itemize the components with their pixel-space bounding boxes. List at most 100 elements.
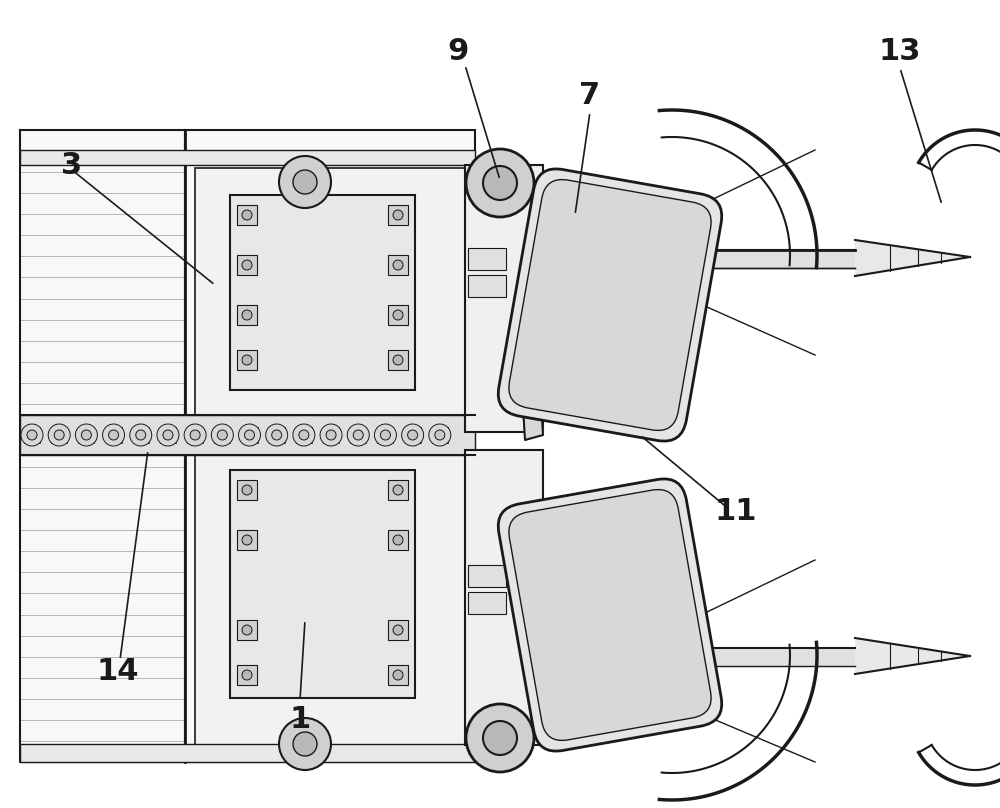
Bar bbox=[20, 415, 475, 455]
Circle shape bbox=[272, 430, 282, 440]
Bar bbox=[78, 427, 94, 443]
Bar bbox=[230, 195, 415, 390]
Circle shape bbox=[380, 430, 390, 440]
Circle shape bbox=[239, 424, 260, 446]
Bar bbox=[377, 427, 393, 443]
Bar bbox=[388, 530, 408, 550]
Polygon shape bbox=[855, 240, 970, 276]
Text: 7: 7 bbox=[579, 81, 601, 110]
Bar bbox=[323, 427, 339, 443]
Text: 9: 9 bbox=[447, 37, 469, 66]
Bar bbox=[432, 427, 448, 443]
Circle shape bbox=[347, 424, 369, 446]
Circle shape bbox=[242, 355, 252, 365]
Circle shape bbox=[242, 625, 252, 635]
Circle shape bbox=[48, 424, 70, 446]
Bar bbox=[468, 592, 506, 614]
Bar bbox=[350, 427, 366, 443]
Bar bbox=[237, 480, 257, 500]
Bar bbox=[133, 427, 149, 443]
Circle shape bbox=[54, 430, 64, 440]
Circle shape bbox=[242, 260, 252, 270]
Circle shape bbox=[211, 424, 233, 446]
FancyBboxPatch shape bbox=[509, 179, 711, 431]
Circle shape bbox=[408, 430, 418, 440]
Bar bbox=[242, 427, 258, 443]
Circle shape bbox=[109, 430, 119, 440]
Circle shape bbox=[266, 424, 288, 446]
Circle shape bbox=[326, 430, 336, 440]
Circle shape bbox=[402, 424, 424, 446]
Bar bbox=[388, 255, 408, 275]
Bar bbox=[106, 427, 122, 443]
Bar bbox=[20, 150, 475, 165]
Bar bbox=[388, 305, 408, 325]
Bar bbox=[24, 427, 40, 443]
Circle shape bbox=[293, 732, 317, 756]
Circle shape bbox=[374, 424, 396, 446]
Bar bbox=[468, 565, 506, 587]
Circle shape bbox=[299, 430, 309, 440]
Circle shape bbox=[393, 310, 403, 320]
Circle shape bbox=[217, 430, 227, 440]
Circle shape bbox=[393, 485, 403, 495]
Text: 14: 14 bbox=[97, 658, 139, 687]
Circle shape bbox=[136, 430, 146, 440]
Circle shape bbox=[81, 430, 91, 440]
Bar bbox=[237, 350, 257, 370]
Text: 11: 11 bbox=[715, 498, 757, 527]
Text: 13: 13 bbox=[879, 37, 921, 66]
Circle shape bbox=[393, 625, 403, 635]
Circle shape bbox=[242, 210, 252, 220]
Bar bbox=[237, 620, 257, 640]
Circle shape bbox=[163, 430, 173, 440]
Circle shape bbox=[242, 535, 252, 545]
Circle shape bbox=[244, 430, 254, 440]
Circle shape bbox=[21, 424, 43, 446]
Polygon shape bbox=[855, 638, 970, 674]
Bar bbox=[237, 665, 257, 685]
Circle shape bbox=[466, 149, 534, 217]
Circle shape bbox=[320, 424, 342, 446]
Bar bbox=[468, 248, 506, 270]
Circle shape bbox=[393, 355, 403, 365]
Circle shape bbox=[27, 430, 37, 440]
Bar bbox=[237, 255, 257, 275]
Bar bbox=[51, 427, 67, 443]
Circle shape bbox=[466, 704, 534, 772]
Bar bbox=[388, 665, 408, 685]
Bar bbox=[388, 620, 408, 640]
Circle shape bbox=[393, 260, 403, 270]
Bar bbox=[20, 130, 185, 762]
Bar bbox=[195, 450, 468, 755]
Circle shape bbox=[483, 166, 517, 200]
Bar bbox=[468, 275, 506, 297]
Circle shape bbox=[353, 430, 363, 440]
Bar bbox=[405, 427, 421, 443]
Bar bbox=[214, 427, 230, 443]
Bar bbox=[465, 165, 543, 432]
Circle shape bbox=[483, 721, 517, 755]
Circle shape bbox=[279, 718, 331, 770]
Circle shape bbox=[293, 424, 315, 446]
Circle shape bbox=[184, 424, 206, 446]
FancyBboxPatch shape bbox=[498, 169, 722, 441]
FancyBboxPatch shape bbox=[498, 479, 722, 751]
Bar bbox=[230, 470, 415, 698]
Bar bbox=[195, 168, 468, 445]
Text: 3: 3 bbox=[61, 150, 83, 179]
Bar bbox=[388, 350, 408, 370]
Bar bbox=[388, 205, 408, 225]
Text: 1: 1 bbox=[289, 705, 311, 734]
Circle shape bbox=[293, 170, 317, 194]
Bar bbox=[388, 480, 408, 500]
Circle shape bbox=[393, 670, 403, 680]
Bar bbox=[237, 305, 257, 325]
Circle shape bbox=[393, 210, 403, 220]
Circle shape bbox=[242, 670, 252, 680]
Bar bbox=[269, 427, 285, 443]
Circle shape bbox=[242, 310, 252, 320]
Circle shape bbox=[75, 424, 97, 446]
Circle shape bbox=[130, 424, 152, 446]
Circle shape bbox=[279, 156, 331, 208]
